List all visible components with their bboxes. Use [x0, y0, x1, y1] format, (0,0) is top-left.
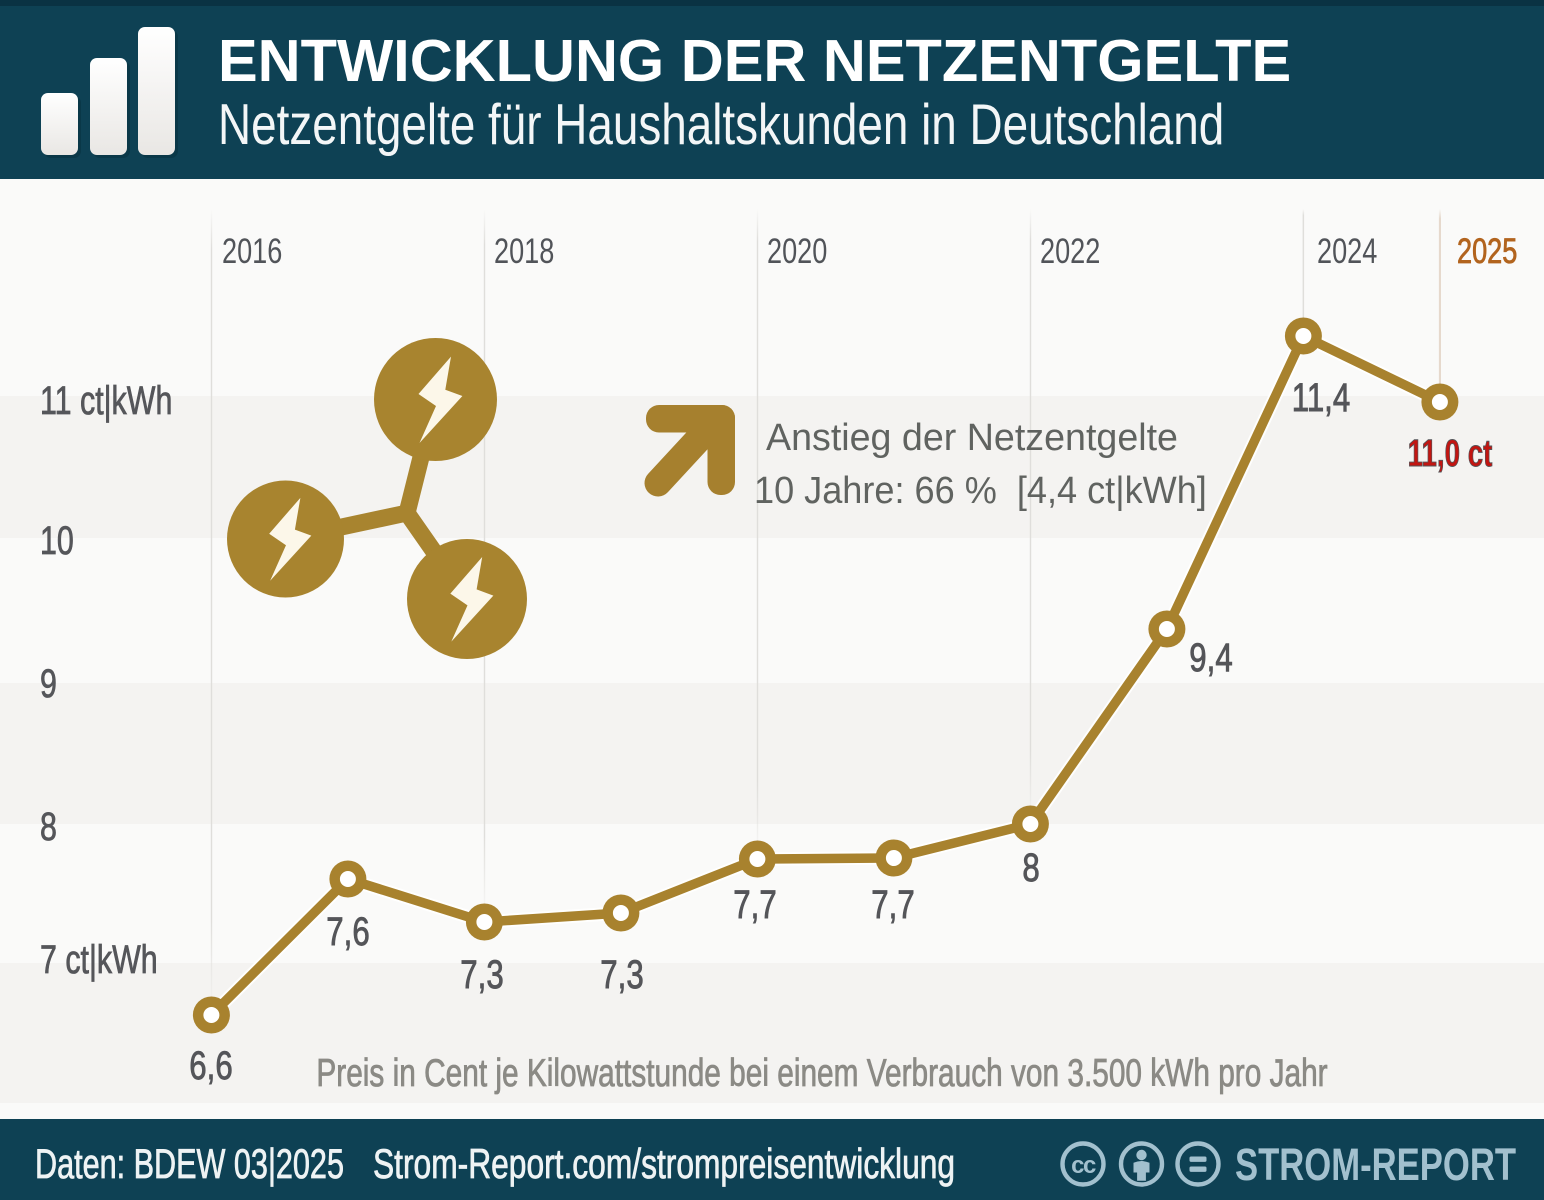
- svg-text:cc: cc: [1071, 1152, 1096, 1179]
